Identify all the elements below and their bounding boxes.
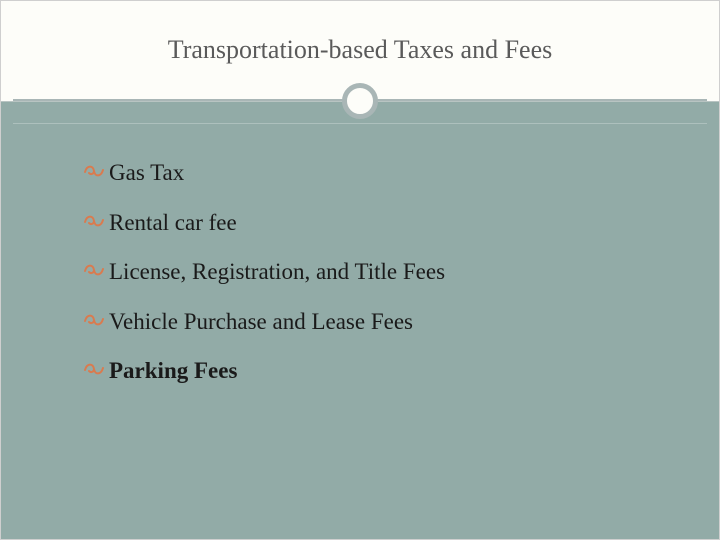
slide: Transportation-based Taxes and Fees Gas …	[0, 0, 720, 540]
bullet-icon	[83, 360, 105, 382]
list-item-text: License, Registration, and Title Fees	[109, 258, 445, 286]
list-item: Parking Fees	[83, 357, 659, 385]
bullet-icon	[83, 261, 105, 283]
list-item-text: Gas Tax	[109, 159, 184, 187]
list-item-text: Vehicle Purchase and Lease Fees	[109, 308, 413, 336]
list-item: Rental car fee	[83, 209, 659, 237]
ring-icon	[342, 83, 378, 119]
bullet-icon	[83, 311, 105, 333]
bullet-icon	[83, 212, 105, 234]
slide-title: Transportation-based Taxes and Fees	[168, 35, 553, 65]
bullet-icon	[83, 162, 105, 184]
list-item-text: Parking Fees	[109, 357, 237, 385]
body-top-line	[13, 123, 707, 124]
list-item: Gas Tax	[83, 159, 659, 187]
bullet-list: Gas Tax Rental car fee License, Registrati…	[83, 159, 659, 407]
list-item: Vehicle Purchase and Lease Fees	[83, 308, 659, 336]
list-item: License, Registration, and Title Fees	[83, 258, 659, 286]
list-item-text: Rental car fee	[109, 209, 237, 237]
